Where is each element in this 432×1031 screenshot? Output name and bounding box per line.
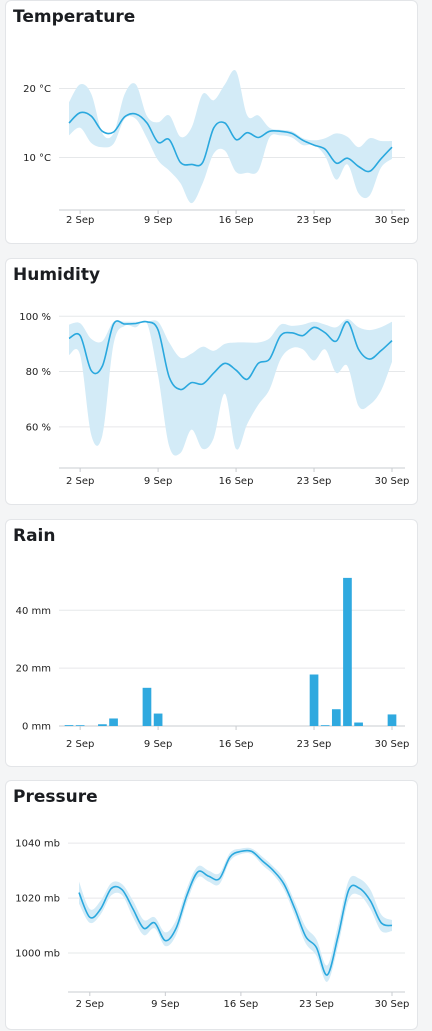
card-title: Pressure [13, 787, 98, 807]
x-tick-label: 9 Sep [144, 739, 172, 750]
pressure-card: Pressure 1000 mb 1020 mb 1040 mb 2 Sep 9 Sep… [5, 780, 418, 1030]
range-band [69, 70, 392, 204]
rain-bar [320, 725, 330, 726]
rain-card: Rain 0 mm 20 mm 40 mm 2 Sep 9 Sep 16 Sep 23 Se… [5, 519, 418, 767]
rain-chart: 0 mm 20 mm 40 mm 2 Sep 9 Sep 16 Sep 23 Sep 30 S… [16, 577, 410, 750]
range-band [79, 847, 392, 982]
x-tick-label: 9 Sep [151, 999, 179, 1010]
card-title: Temperature [13, 7, 136, 27]
x-tick-label: 2 Sep [76, 999, 104, 1010]
x-tick-label: 16 Sep [224, 999, 259, 1010]
x-tick-label: 2 Sep [66, 739, 94, 750]
x-tick-label: 23 Sep [299, 999, 334, 1010]
humidity-card: Humidity 60 % 80 % 100 % 2 Sep 9 Sep 16 Sep 23… [5, 258, 418, 505]
rain-bar [354, 722, 363, 726]
rain-bar [64, 725, 74, 726]
y-tick-label: 40 mm [16, 606, 51, 617]
range-band [69, 319, 392, 456]
x-tick-label: 30 Sep [375, 476, 410, 487]
pressure-chart: 1000 mb 1020 mb 1040 mb 2 Sep 9 Sep 16 Sep 23 … [15, 839, 410, 1010]
rain-bar [109, 718, 118, 726]
x-tick-label: 23 Sep [297, 476, 332, 487]
card-title: Humidity [13, 265, 101, 285]
rain-bar [309, 674, 319, 726]
humidity-chart: 60 % 80 % 100 % 2 Sep 9 Sep 16 Sep 23 Sep 30 Se… [19, 312, 410, 487]
rain-bar [75, 725, 85, 726]
rain-bar [387, 714, 397, 726]
mean-line [68, 111, 393, 173]
rain-bar [153, 713, 163, 726]
temperature-chart: 10 °C 20 °C 2 Sep 9 Sep 16 Sep 23 Sep 30 Sep [23, 70, 410, 226]
x-tick-label: 9 Sep [144, 476, 172, 487]
y-tick-label: 1000 mb [15, 948, 60, 959]
y-tick-label: 20 mm [16, 664, 51, 675]
y-tick-label: 80 % [26, 367, 51, 378]
rain-bar [142, 687, 152, 726]
x-tick-label: 2 Sep [66, 476, 94, 487]
y-tick-label: 1040 mb [15, 839, 60, 850]
x-tick-label: 23 Sep [297, 215, 332, 226]
x-tick-label: 30 Sep [375, 215, 410, 226]
x-tick-label: 30 Sep [375, 739, 410, 750]
y-tick-label: 10 °C [23, 153, 51, 164]
y-tick-label: 0 mm [22, 722, 51, 733]
x-tick-label: 16 Sep [219, 476, 254, 487]
y-tick-label: 1020 mb [15, 894, 60, 905]
y-tick-label: 60 % [26, 422, 51, 433]
x-tick-label: 30 Sep [375, 999, 410, 1010]
y-tick-label: 100 % [19, 312, 51, 323]
rain-bar [343, 577, 352, 726]
mean-line [68, 320, 393, 391]
rain-bar [98, 724, 107, 726]
x-tick-label: 9 Sep [144, 215, 172, 226]
x-tick-label: 23 Sep [297, 739, 332, 750]
x-tick-label: 2 Sep [66, 215, 94, 226]
y-tick-label: 20 °C [23, 84, 51, 95]
card-title: Rain [13, 526, 56, 546]
temperature-card: Temperature 10 °C 20 °C 2 Sep 9 Sep 16 Sep 23… [5, 0, 418, 244]
mean-line [78, 849, 393, 976]
rain-bar [331, 709, 341, 726]
x-tick-label: 16 Sep [219, 215, 254, 226]
x-tick-label: 16 Sep [219, 739, 254, 750]
